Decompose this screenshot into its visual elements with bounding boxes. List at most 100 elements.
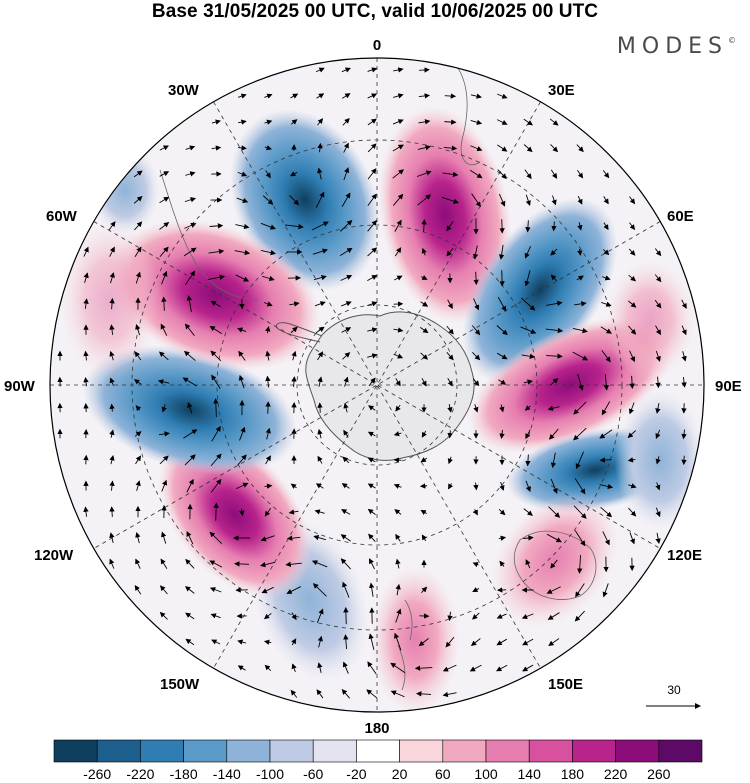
wind-vector	[237, 327, 247, 333]
wind-vector	[343, 376, 349, 387]
wind-vector	[341, 688, 351, 699]
wind-vector	[441, 196, 460, 204]
wind-vector	[265, 325, 271, 334]
wind-vector	[187, 402, 193, 414]
wind-vector	[237, 145, 247, 151]
antarctic-peninsula	[275, 322, 323, 343]
wind-vector	[342, 456, 350, 464]
wind-vector	[109, 350, 115, 361]
wind-vector	[394, 219, 402, 232]
wind-vector	[135, 558, 141, 569]
wind-vector	[599, 483, 614, 490]
wind-vector	[367, 483, 376, 489]
wind-vector	[368, 582, 375, 597]
wind-vector	[547, 612, 560, 620]
wind-vector	[367, 67, 378, 73]
wind-vector	[315, 67, 325, 73]
wind-vector	[184, 222, 197, 229]
colorbar-swatch	[53, 739, 98, 763]
wind-vector	[83, 272, 89, 283]
wind-vector	[472, 612, 480, 620]
wind-vector	[601, 350, 611, 363]
colorbar-label: 100	[474, 766, 498, 782]
wind-vector	[236, 482, 249, 490]
wind-vector	[550, 248, 558, 256]
colorbar-swatch	[615, 739, 660, 763]
wind-vector	[264, 483, 273, 489]
wind-vector	[159, 585, 168, 595]
wind-vector	[525, 559, 531, 569]
wind-vector	[317, 351, 324, 361]
wind-vector	[498, 509, 506, 516]
wind-vector	[447, 456, 453, 465]
wind-vector	[83, 454, 89, 465]
colorbar-label: 140	[518, 766, 542, 782]
wind-vector	[159, 145, 169, 151]
wind-vector	[550, 452, 557, 469]
wind-vector	[499, 560, 505, 567]
wind-vector	[341, 509, 351, 515]
wind-vector	[234, 249, 251, 256]
wind-vector	[473, 271, 479, 286]
wind-vector	[520, 297, 536, 311]
wind-vector	[260, 561, 276, 568]
wind-vector	[469, 664, 482, 672]
wind-vector	[548, 638, 560, 646]
wind-vector	[109, 429, 115, 438]
wind-vector	[497, 93, 508, 99]
wind-vector	[498, 244, 505, 260]
wind-vector	[185, 145, 196, 151]
wind-vector	[367, 353, 378, 359]
wind-vector	[523, 508, 533, 516]
wind-vector	[499, 481, 505, 491]
wind-vector	[521, 353, 536, 359]
wind-vector	[235, 223, 250, 230]
wind-vector	[524, 169, 532, 180]
wind-vector	[470, 93, 482, 99]
lon-label-150e: 150E	[548, 676, 583, 693]
wind-vector	[473, 404, 479, 413]
wind-vector	[211, 119, 221, 125]
wind-vector	[264, 93, 273, 99]
wind-vector	[341, 483, 350, 489]
wind-vector	[628, 483, 637, 489]
wind-vector	[420, 301, 429, 307]
wind-vector	[447, 378, 453, 387]
wind-vector	[185, 558, 195, 569]
wind-vector	[366, 689, 378, 699]
wind-vector	[209, 223, 224, 229]
wind-vector	[395, 558, 401, 569]
wind-vector	[681, 299, 687, 309]
wind-vector	[392, 193, 404, 206]
colorbar-label: 180	[561, 766, 585, 782]
colorbar-label: -260	[83, 766, 111, 782]
wind-vector	[602, 583, 609, 598]
wind-vector	[446, 325, 454, 335]
wind-vector	[681, 455, 687, 466]
wind-vector	[421, 586, 428, 594]
colorbar-label: 60	[435, 766, 451, 782]
anomaly-positive	[378, 106, 512, 324]
anomaly-positive	[370, 565, 460, 712]
anomaly-positive	[158, 432, 312, 598]
wind-vector	[523, 379, 533, 385]
wind-vector	[317, 167, 323, 180]
wind-vector	[312, 248, 328, 255]
wind-vector	[444, 119, 457, 125]
lon-label-180: 180	[364, 720, 389, 737]
wind-vector	[417, 144, 431, 151]
wind-vector	[549, 378, 559, 386]
wind-vector	[443, 145, 458, 151]
wind-vector	[574, 610, 585, 622]
wind-vector	[367, 118, 377, 126]
wind-vector	[109, 377, 115, 386]
wind-vector	[159, 455, 169, 465]
wind-vector	[599, 457, 612, 463]
wind-vector	[237, 93, 247, 99]
wind-vector	[263, 639, 272, 645]
colorbar-swatch	[356, 739, 400, 763]
wind-vector	[600, 506, 613, 518]
wind-vector	[368, 633, 375, 650]
wind-vector	[574, 530, 586, 547]
